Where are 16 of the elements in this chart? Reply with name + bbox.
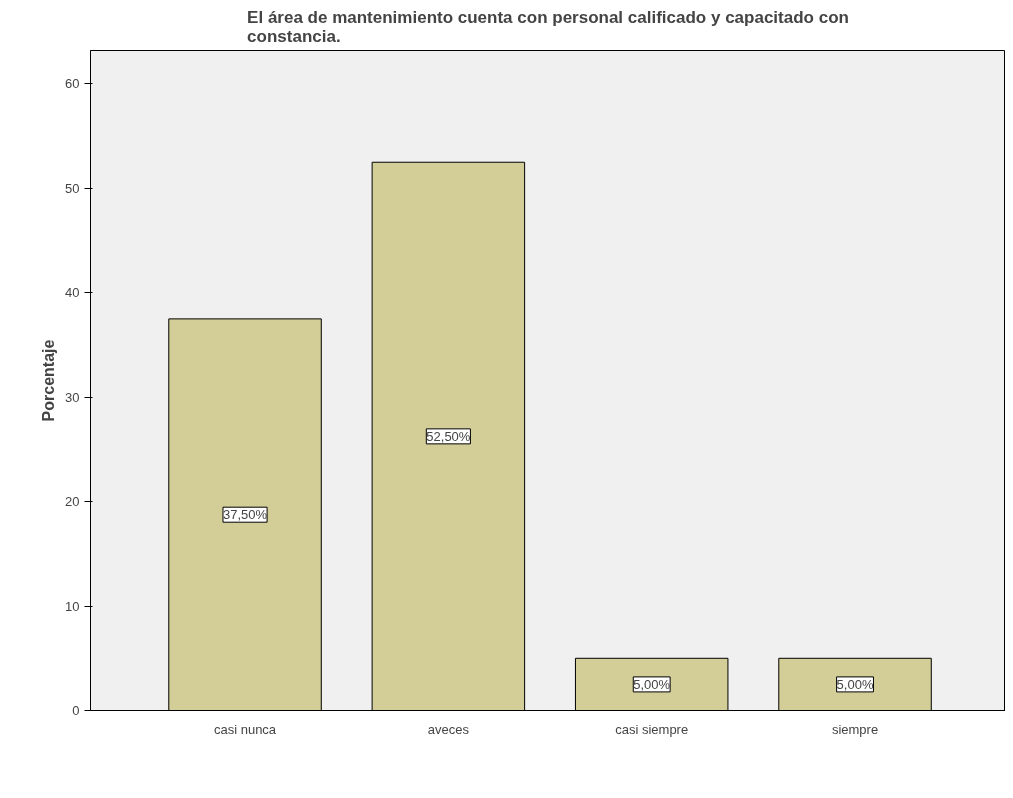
y-tick-label: 20	[65, 494, 80, 510]
y-axis-title: Porcentaje	[40, 339, 58, 422]
y-tick-label: 0	[72, 703, 80, 718]
y-tick-label: 50	[65, 180, 80, 196]
x-tick-label: aveces	[427, 721, 470, 737]
y-tick-label: 10	[65, 598, 80, 614]
x-tick-label: siempre	[831, 721, 879, 737]
y-tick-label: 30	[65, 389, 80, 405]
y-tick-label: 40	[65, 285, 80, 301]
y-tick-label: 60	[65, 76, 80, 92]
data-label: 52,50%	[426, 428, 471, 444]
chart-title: El área de mantenimiento cuenta con personal calificado y capacitado con constancia.	[247, 7, 849, 46]
data-label: 5,00%	[836, 676, 874, 692]
x-tick-label: casi nunca	[213, 721, 277, 737]
x-tick-label: casi siempre	[615, 721, 689, 737]
data-label: 5,00%	[633, 676, 671, 692]
